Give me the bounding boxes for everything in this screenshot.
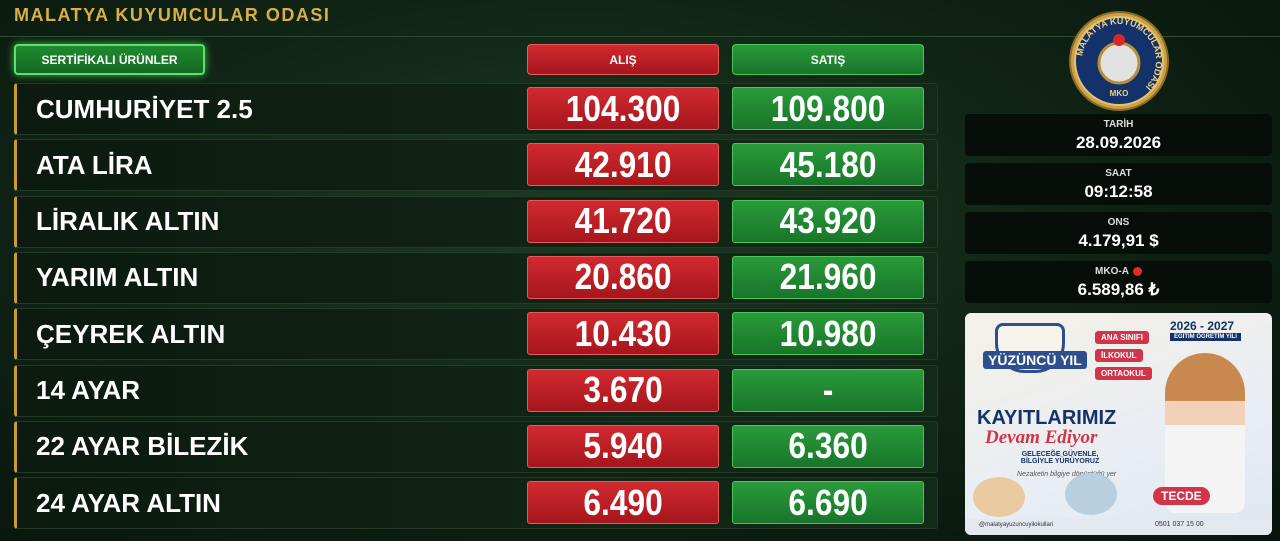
buy-price: 41.720 <box>527 199 719 243</box>
price-text: 10.430 <box>574 312 672 354</box>
product-name: 22 AYAR BİLEZİK <box>36 431 249 462</box>
price-text: 104.300 <box>565 87 681 129</box>
ad-year: 2026 - 2027 <box>1170 319 1235 333</box>
sell-price: 6.360 <box>732 424 924 468</box>
buy-price: 5.940 <box>527 424 719 468</box>
ad-level: ORTAOKUL <box>1095 367 1152 380</box>
info-box: ONS 4.179,91 $ <box>965 212 1272 254</box>
price-text: 21.960 <box>779 256 877 298</box>
column-header: SERTİFİKALI ÜRÜNLER <box>14 44 205 75</box>
sell-price: 109.800 <box>732 87 924 130</box>
info-box: SAAT 09:12:58 <box>965 163 1272 205</box>
sell-price: 45.180 <box>732 143 924 187</box>
ad-phone: 0501 037 15 00 <box>1155 521 1204 528</box>
price-text: 43.920 <box>779 200 877 242</box>
info-value: 4.179,91 $ <box>1078 231 1159 250</box>
ad-place: TECDE <box>1153 487 1210 505</box>
column-header: ALIŞ <box>527 44 719 75</box>
buy-price: 104.300 <box>527 87 719 130</box>
down-icon <box>1132 266 1142 276</box>
product-name: CUMHURİYET 2.5 <box>36 93 253 124</box>
price-text: 10.980 <box>779 312 877 354</box>
column-header: SATIŞ <box>732 44 924 75</box>
info-box: MKO-A 6.589,86 ₺ <box>965 261 1272 303</box>
logo: MALATYA KUYUMCULAR ODASI MKO <box>1069 11 1169 111</box>
info-label: ONS <box>1107 217 1130 228</box>
info-value: 28.09.2026 <box>1075 133 1162 152</box>
price-text: - <box>822 369 834 410</box>
info-value: 6.589,86 ₺ <box>1077 280 1160 299</box>
buy-price: 3.670 <box>527 368 719 412</box>
sell-price: 10.980 <box>732 312 924 356</box>
girl-figure <box>1165 353 1245 513</box>
price-text: 41.720 <box>574 200 672 242</box>
buy-price: 42.910 <box>527 143 719 187</box>
ad-motto: Nezaketin bilgiye dönüştüğü yer <box>1017 471 1117 478</box>
ad-headline: KAYITLARIMIZ <box>977 407 1117 429</box>
ad-social: @malatyayuzuncuyilokullari <box>979 522 1054 528</box>
price-text: 42.910 <box>574 143 672 185</box>
product-name: 14 AYAR <box>36 375 141 405</box>
title: MALATYA KUYUMCULAR ODASI <box>14 5 331 25</box>
price-text: 45.180 <box>779 143 877 185</box>
sell-price: - <box>732 368 924 412</box>
product-name: 24 AYAR ALTIN <box>36 487 221 518</box>
product-name: LİRALIK ALTIN <box>36 206 220 237</box>
logo-abbr: MKO <box>1110 89 1129 98</box>
product-name: ATA LİRA <box>36 149 153 180</box>
ad-level: ANA SINIFI <box>1095 331 1149 344</box>
ad-year-sub: EĞİTİM ÖĞRETİM YILI <box>1170 333 1241 341</box>
price-text: 20.860 <box>574 256 672 298</box>
ad-slogan: GELECEĞE GÜVENLE, BİLGİYLE YÜRÜYORUZ <box>1020 451 1100 465</box>
ad-banner[interactable]: 2026 - 2027 EĞİTİM ÖĞRETİM YILI YÜZÜNCÜ YI… <box>965 313 1272 535</box>
ad-school: YÜZÜNCÜ YIL <box>983 351 1087 369</box>
buy-price: 6.490 <box>527 481 719 525</box>
buy-price: 20.860 <box>527 255 719 299</box>
price-text: 5.940 <box>583 425 663 467</box>
buy-price: 10.430 <box>527 312 719 356</box>
info-box: TARİH 28.09.2026 <box>965 114 1272 156</box>
ad-level: İLKOKUL <box>1095 349 1143 362</box>
product-name: ÇEYREK ALTIN <box>36 318 226 349</box>
price-text: 109.800 <box>770 87 886 129</box>
price-text: 6.490 <box>583 481 663 523</box>
photo <box>973 477 1025 517</box>
price-text: 6.360 <box>788 425 868 467</box>
info-label: TARİH <box>1103 119 1134 130</box>
footer-bar <box>965 519 1272 535</box>
ad-headline2: Devam Ediyor <box>985 427 1098 448</box>
product-name: YARIM ALTIN <box>36 262 199 293</box>
sell-price: 21.960 <box>732 255 924 299</box>
photo <box>1065 473 1117 515</box>
info-label: SAAT <box>1105 168 1132 179</box>
divider <box>0 36 1280 37</box>
price-text: 6.690 <box>788 481 868 523</box>
info-label: MKO-A <box>965 266 1272 277</box>
info-value: 09:12:58 <box>1084 182 1153 201</box>
sell-price: 43.920 <box>732 199 924 243</box>
sell-price: 6.690 <box>732 481 924 525</box>
price-text: 3.670 <box>583 369 663 410</box>
